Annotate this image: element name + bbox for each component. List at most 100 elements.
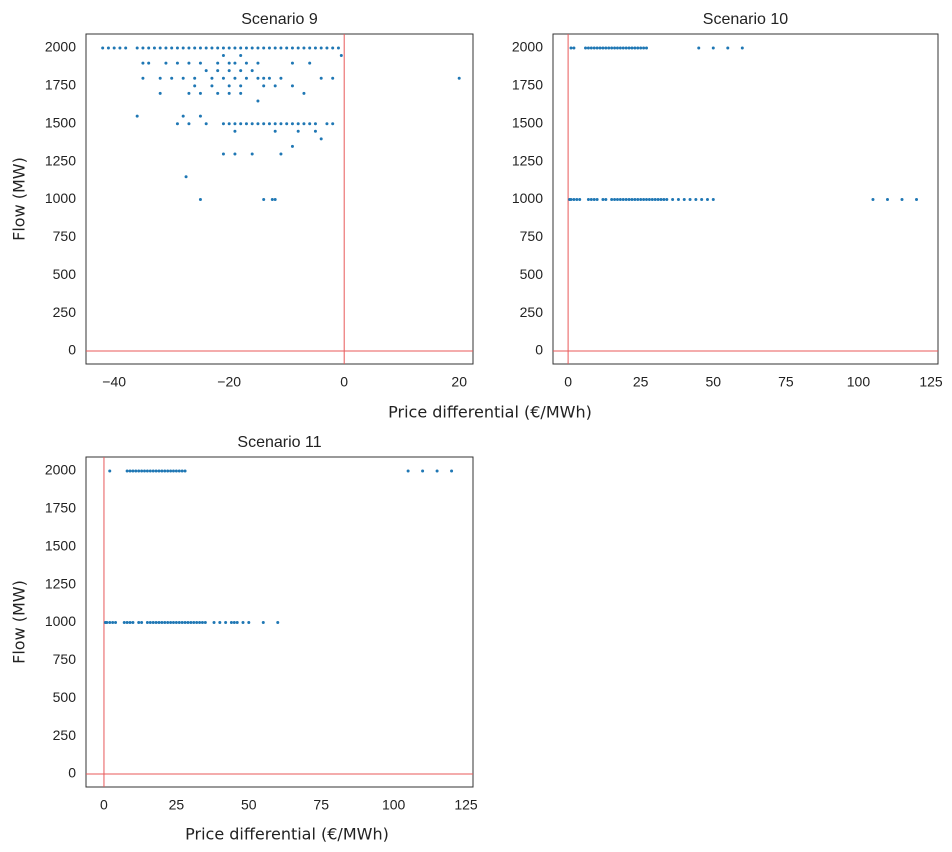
point bbox=[285, 122, 289, 126]
point bbox=[572, 46, 576, 50]
point bbox=[262, 76, 266, 80]
point bbox=[262, 197, 266, 201]
x-tick-label: 125 bbox=[454, 797, 478, 813]
point bbox=[598, 46, 602, 50]
point bbox=[604, 197, 608, 201]
y-axis-label: Flow (MW) bbox=[10, 580, 29, 664]
point bbox=[285, 46, 289, 50]
point bbox=[262, 122, 266, 126]
y-tick-label: 1250 bbox=[45, 575, 76, 591]
point bbox=[158, 91, 162, 95]
point bbox=[296, 46, 300, 50]
point bbox=[147, 46, 151, 50]
subplot-title: Scenario 10 bbox=[703, 11, 788, 28]
point bbox=[273, 46, 277, 50]
point bbox=[267, 76, 271, 80]
point bbox=[244, 46, 248, 50]
point bbox=[290, 61, 294, 65]
point bbox=[589, 197, 593, 201]
point bbox=[216, 69, 220, 73]
point bbox=[711, 46, 715, 50]
point bbox=[181, 76, 185, 80]
point bbox=[435, 469, 439, 473]
point bbox=[694, 197, 698, 201]
point bbox=[313, 129, 317, 133]
point bbox=[621, 46, 625, 50]
point bbox=[151, 469, 155, 473]
point bbox=[569, 46, 573, 50]
point bbox=[244, 61, 248, 65]
point bbox=[148, 620, 152, 624]
point bbox=[203, 620, 207, 624]
point bbox=[688, 197, 692, 201]
point bbox=[114, 620, 118, 624]
point bbox=[871, 197, 875, 201]
point bbox=[141, 76, 145, 80]
point bbox=[319, 46, 323, 50]
point bbox=[627, 46, 631, 50]
point bbox=[613, 197, 617, 201]
point bbox=[235, 620, 239, 624]
y-tick-label: 2000 bbox=[45, 39, 76, 55]
point bbox=[308, 46, 312, 50]
point bbox=[697, 46, 701, 50]
y-tick-label: 750 bbox=[53, 228, 77, 244]
point bbox=[163, 620, 167, 624]
point bbox=[308, 61, 312, 65]
point bbox=[662, 197, 666, 201]
point bbox=[273, 84, 277, 88]
point bbox=[627, 197, 631, 201]
point bbox=[227, 91, 231, 95]
point bbox=[160, 620, 164, 624]
point bbox=[610, 46, 614, 50]
point bbox=[241, 620, 245, 624]
point bbox=[644, 197, 648, 201]
y-tick-label: 1250 bbox=[512, 152, 543, 168]
y-tick-label: 1750 bbox=[45, 77, 76, 93]
point bbox=[705, 197, 709, 201]
point bbox=[604, 46, 608, 50]
x-tick-label: 0 bbox=[340, 374, 348, 390]
point bbox=[233, 76, 237, 80]
point bbox=[152, 46, 156, 50]
point bbox=[118, 46, 122, 50]
point bbox=[633, 46, 637, 50]
point bbox=[186, 620, 190, 624]
point bbox=[618, 46, 622, 50]
x-tick-label: 50 bbox=[705, 374, 721, 390]
point bbox=[198, 46, 202, 50]
point bbox=[145, 469, 149, 473]
point bbox=[227, 46, 231, 50]
y-tick-label: 0 bbox=[535, 342, 543, 358]
point bbox=[128, 469, 132, 473]
point bbox=[256, 76, 260, 80]
point bbox=[154, 469, 158, 473]
point bbox=[595, 197, 599, 201]
y-tick-label: 1500 bbox=[45, 537, 76, 553]
point bbox=[184, 175, 188, 179]
y-tick-label: 1500 bbox=[512, 114, 543, 130]
point bbox=[601, 197, 605, 201]
y-tick-label: 1000 bbox=[512, 190, 543, 206]
point bbox=[250, 46, 254, 50]
point bbox=[256, 99, 260, 103]
point bbox=[229, 620, 233, 624]
point bbox=[592, 197, 596, 201]
point bbox=[331, 46, 335, 50]
point bbox=[216, 46, 220, 50]
point bbox=[647, 197, 651, 201]
point bbox=[195, 620, 199, 624]
x-tick-label: 75 bbox=[778, 374, 794, 390]
point bbox=[108, 620, 112, 624]
y-tick-label: 0 bbox=[68, 342, 76, 358]
x-tick-label: 25 bbox=[633, 374, 649, 390]
point bbox=[187, 122, 191, 126]
y-tick-label: 250 bbox=[53, 727, 77, 743]
point bbox=[601, 46, 605, 50]
point bbox=[261, 620, 265, 624]
point bbox=[290, 46, 294, 50]
point bbox=[239, 91, 243, 95]
point bbox=[256, 122, 260, 126]
y-tick-label: 750 bbox=[520, 228, 544, 244]
point bbox=[592, 46, 596, 50]
